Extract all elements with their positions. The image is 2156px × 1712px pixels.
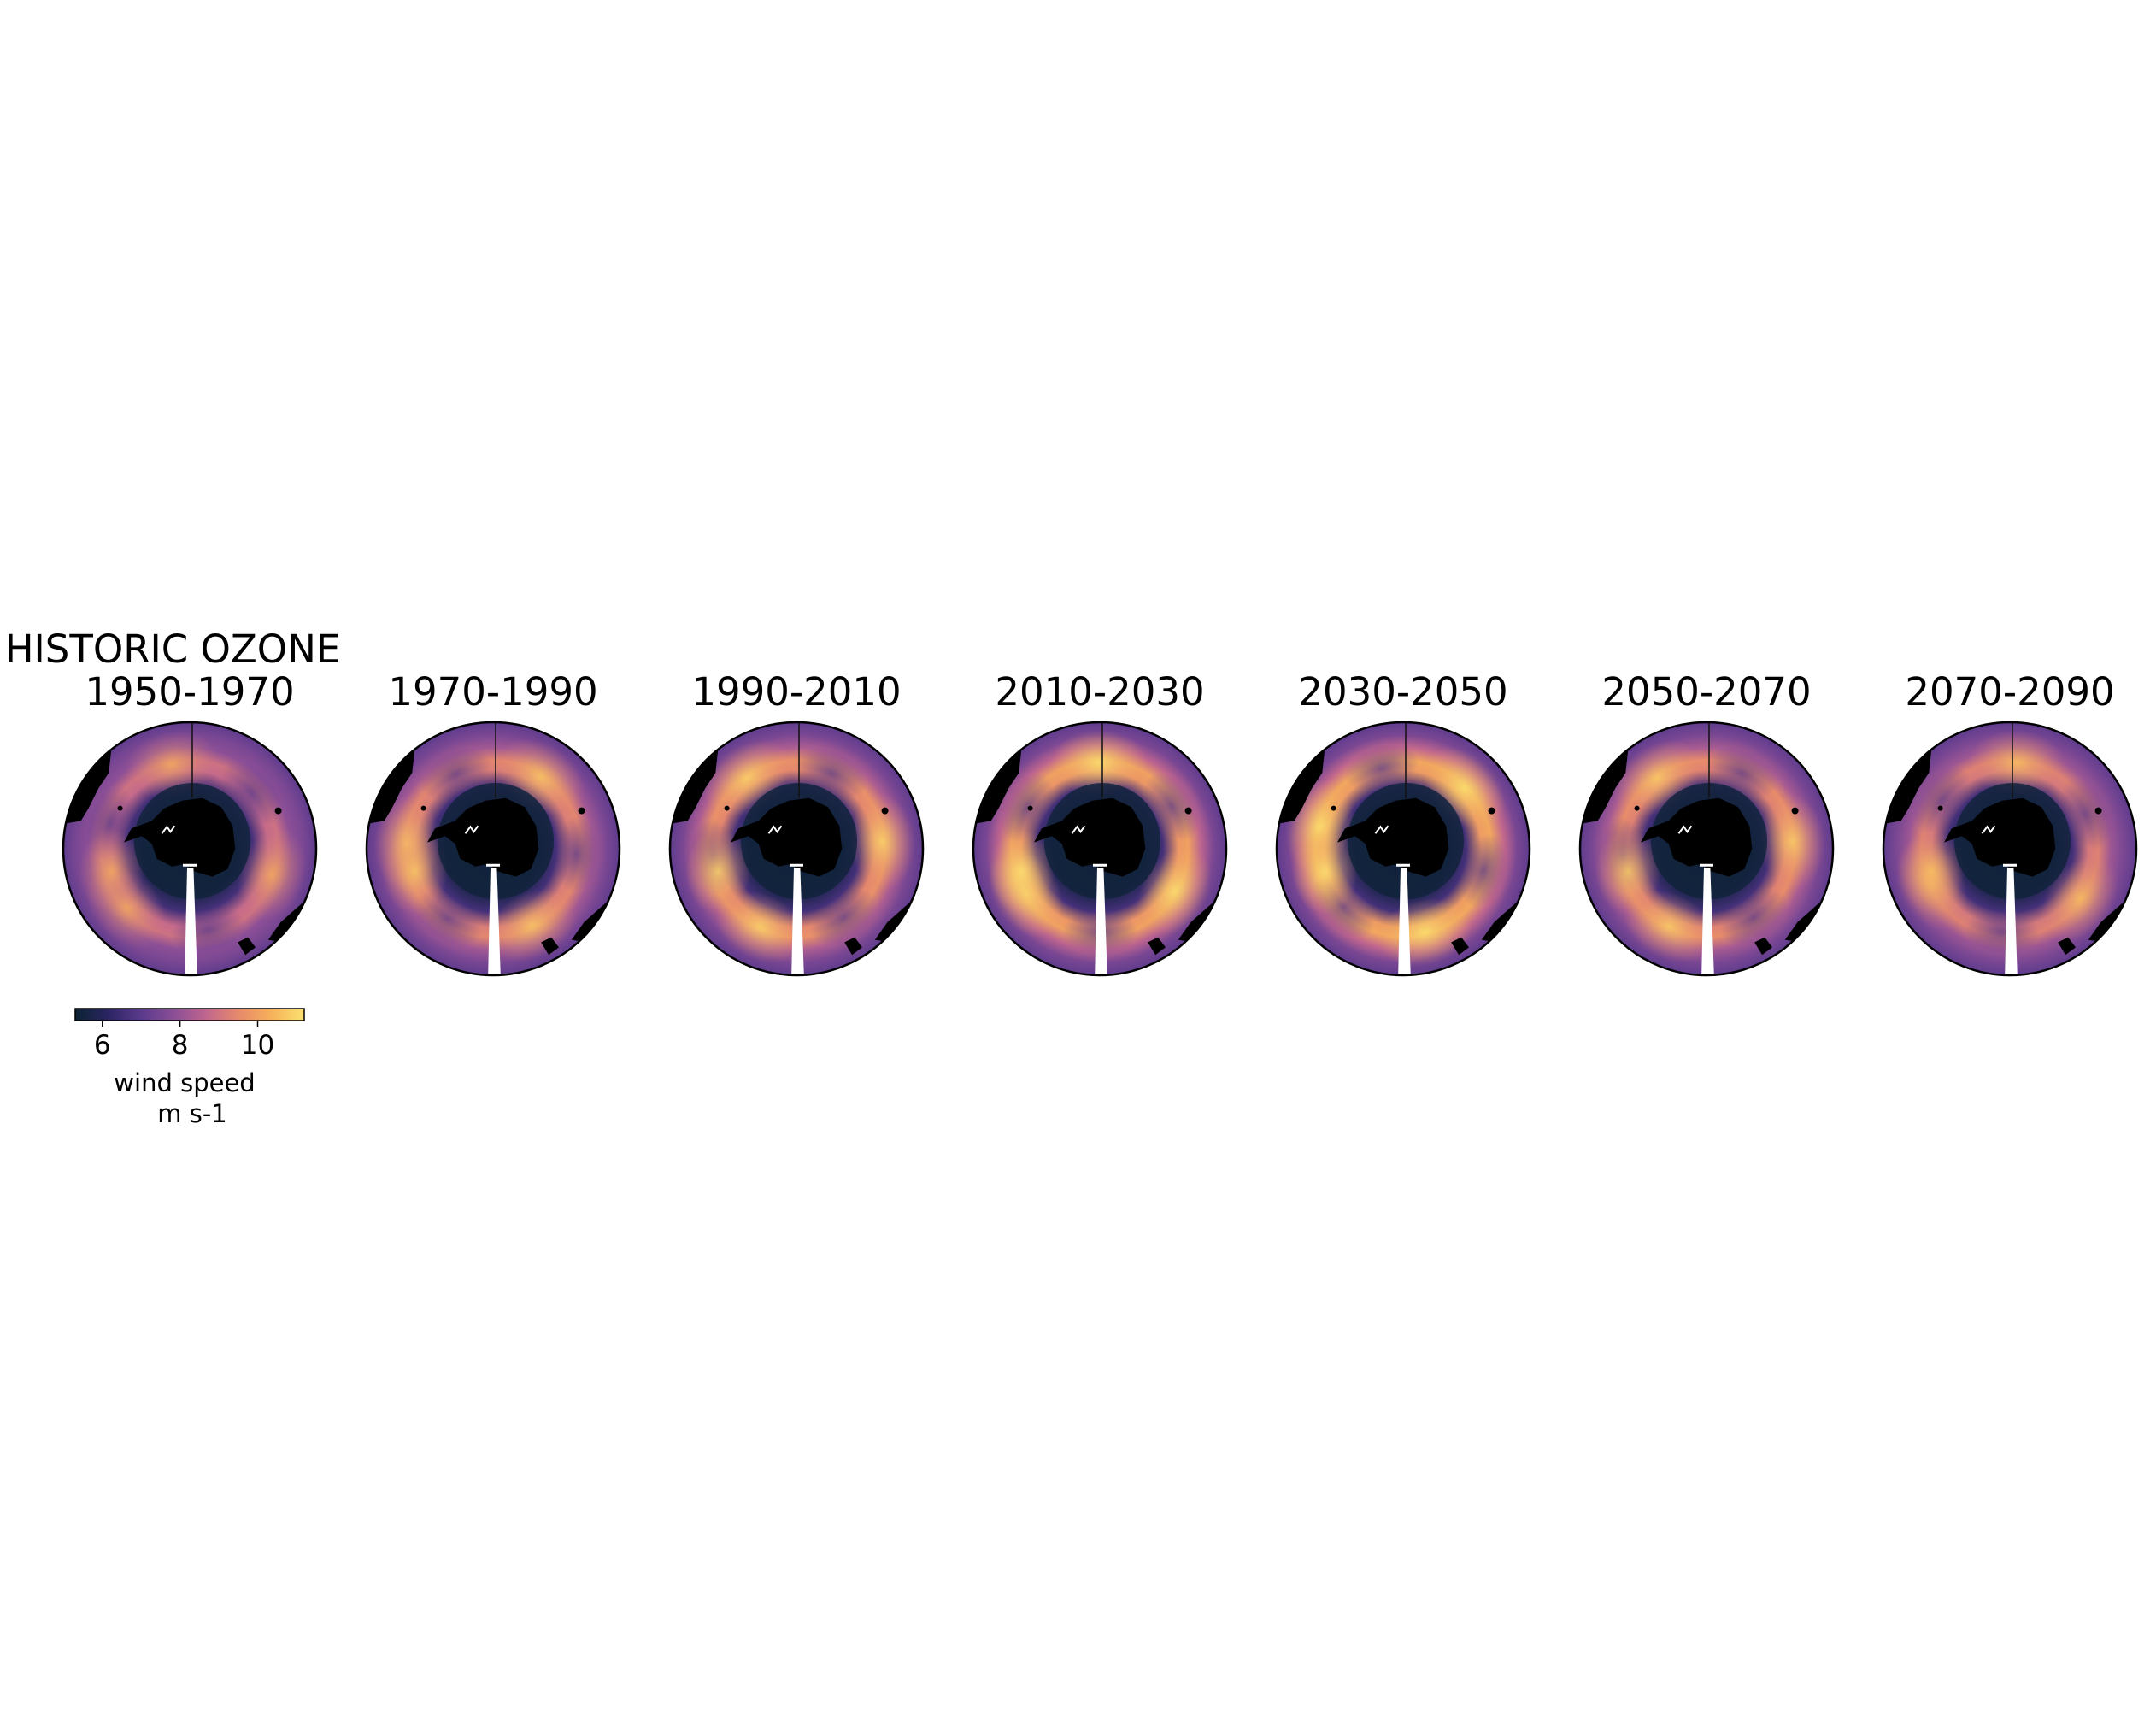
south-america-landmass xyxy=(976,750,1022,824)
south-america-landmass xyxy=(66,750,112,824)
missing-data-seam xyxy=(185,868,197,975)
new-zealand-landmass xyxy=(1451,937,1469,956)
antarctica-landmass xyxy=(1337,797,1449,877)
map-panel: 2030-2050 xyxy=(1275,669,1531,977)
map-panel: 2010-2030 xyxy=(972,669,1228,977)
wind-speed-field xyxy=(367,722,620,975)
experiment-title: HISTORIC OZONE xyxy=(5,627,341,672)
colorbar: 6 8 10 wind speed m s-1 xyxy=(74,1008,305,1128)
antarctica-landmass xyxy=(124,797,236,877)
colorbar-tick-label: 10 xyxy=(241,1030,274,1061)
period-title: 1990-2010 xyxy=(691,669,901,715)
new-zealand-landmass xyxy=(238,937,256,956)
antarctica-landmass xyxy=(1641,797,1753,877)
missing-data-seam xyxy=(488,868,501,975)
colorbar-units: m s-1 xyxy=(157,1099,227,1128)
south-america-landmass xyxy=(673,750,719,824)
antarctica-landmass xyxy=(731,797,843,877)
new-zealand-landmass xyxy=(1148,937,1166,956)
map-panel: 1970-1990 xyxy=(365,669,621,977)
period-title: 2030-2050 xyxy=(1298,669,1507,715)
wind-speed-field xyxy=(1277,722,1530,975)
south-america-landmass xyxy=(369,750,415,824)
colorbar-ticks: 6 8 10 xyxy=(94,1021,274,1061)
map-panel: 2070-2090 xyxy=(1882,669,2138,977)
south-america-landmass xyxy=(1886,750,1932,824)
wind-speed-field xyxy=(1883,722,2136,975)
south-america-landmass xyxy=(1279,750,1325,824)
wind-speed-field xyxy=(1580,722,1833,975)
map-boundary xyxy=(1578,721,1835,977)
map-panel: 1990-2010 xyxy=(668,669,925,977)
colorbar-tick-label: 6 xyxy=(94,1030,111,1061)
missing-data-seam xyxy=(1701,868,1714,975)
colorbar-tick-label: 8 xyxy=(172,1030,189,1061)
wind-speed-field xyxy=(670,722,923,975)
map-panel: 2050-2070 xyxy=(1578,669,1835,977)
australia-landmass xyxy=(2088,876,2136,943)
australia-landmass xyxy=(874,876,923,943)
south-america-landmass xyxy=(1583,750,1629,824)
missing-data-seam xyxy=(791,868,804,975)
australia-landmass xyxy=(1481,876,1530,943)
period-title: 1970-1990 xyxy=(388,669,597,715)
antarctica-landmass xyxy=(427,797,539,877)
antarctica-landmass xyxy=(1034,797,1146,877)
map-boundary xyxy=(62,721,318,977)
new-zealand-landmass xyxy=(2058,937,2076,956)
australia-landmass xyxy=(1784,876,1833,943)
map-boundary xyxy=(1882,721,2138,977)
australia-landmass xyxy=(1178,876,1226,943)
new-zealand-landmass xyxy=(541,937,559,956)
colorbar-label: wind speed xyxy=(114,1068,255,1097)
period-title: 1950-1970 xyxy=(85,669,294,715)
period-title: 2050-2070 xyxy=(1601,669,1811,715)
new-zealand-landmass xyxy=(1754,937,1772,956)
map-boundary xyxy=(972,721,1228,977)
period-title: 2010-2030 xyxy=(995,669,1204,715)
antarctica-landmass xyxy=(1944,797,2056,877)
new-zealand-landmass xyxy=(844,937,862,956)
wind-speed-field xyxy=(63,722,316,975)
missing-data-seam xyxy=(2005,868,2018,975)
colorbar-gradient xyxy=(74,1008,305,1021)
missing-data-seam xyxy=(1398,868,1411,975)
australia-landmass xyxy=(267,876,316,943)
period-title: 2070-2090 xyxy=(1905,669,2114,715)
australia-landmass xyxy=(571,876,620,943)
missing-data-seam xyxy=(1095,868,1107,975)
wind-speed-field xyxy=(973,722,1226,975)
map-boundary xyxy=(668,721,925,977)
map-boundary xyxy=(365,721,621,977)
map-boundary xyxy=(1275,721,1531,977)
